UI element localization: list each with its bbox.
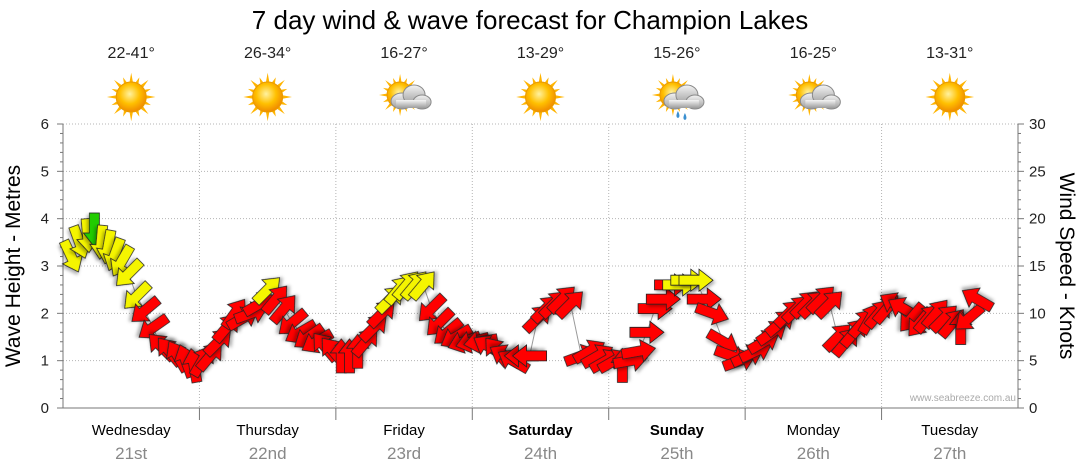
wind-series: [54, 212, 997, 384]
wind-arrow[interactable]: [133, 309, 173, 347]
wind-arrow[interactable]: [248, 270, 288, 310]
wind-arrow[interactable]: [678, 268, 714, 293]
wind-arrow[interactable]: [551, 284, 591, 324]
chart-title: 7 day wind & wave forecast for Champion …: [252, 5, 808, 35]
y-right-tick-label: 5: [1029, 353, 1037, 370]
sun-icon: [243, 72, 292, 122]
x-tick-day-name: Monday: [787, 422, 841, 439]
sun-icon: [925, 72, 975, 122]
y-right-tick-label: 0: [1029, 400, 1037, 417]
x-tick-date: 21st: [115, 444, 147, 463]
y-left-tick-label: 4: [41, 211, 49, 228]
day-summary-tuesday: 13-31°: [925, 45, 975, 122]
x-tick-day-name: Tuesday: [921, 422, 978, 439]
chart-axes: 0 1 2 3 4 5 6 0 5 10 15 20 25 30: [41, 116, 1046, 420]
temperature-range: 16-25°: [790, 45, 837, 62]
temperature-range: 13-31°: [926, 45, 973, 62]
y-left-tick-label: 0: [41, 400, 49, 417]
y-right-tick-label: 25: [1029, 163, 1046, 180]
sun-cloud-rain-icon: [651, 73, 705, 120]
temperature-range: 26-34°: [244, 45, 291, 62]
y-right-tick-label: 30: [1029, 116, 1046, 133]
day-summary-wednesday: 22-41°: [106, 45, 156, 122]
temperature-range: 22-41°: [108, 45, 155, 62]
x-tick-day-name: Friday: [383, 422, 425, 439]
y-left-tick-label: 2: [41, 305, 49, 322]
sun-icon: [516, 72, 565, 122]
temperature-range: 15-26°: [653, 45, 700, 62]
daily-summary-row: 22-41° 26-34° 16-27° 13-29° 15-26° 16-25° 13-3…: [106, 45, 975, 122]
x-tick-date: 22nd: [249, 444, 287, 463]
wind-arrow[interactable]: [810, 284, 850, 324]
wind-arrow[interactable]: [109, 254, 149, 294]
y-right-tick-label: 20: [1029, 211, 1046, 228]
wind-arrow[interactable]: [629, 320, 665, 345]
x-tick-day-name: Thursday: [236, 422, 299, 439]
day-summary-sunday: 15-26°: [651, 45, 705, 120]
wind-arrow[interactable]: [511, 344, 547, 368]
wind-arrow[interactable]: [265, 289, 304, 329]
temperature-range: 16-27°: [380, 45, 427, 62]
wind-arrow[interactable]: [957, 281, 997, 317]
y-right-tick-label: 10: [1029, 305, 1046, 322]
y-axis-left-title: Wave Height - Metres: [2, 165, 25, 367]
wind-arrow[interactable]: [412, 289, 452, 329]
wind-arrow[interactable]: [645, 287, 681, 311]
x-tick-day-name: Wednesday: [92, 422, 171, 439]
wind-arrow[interactable]: [54, 236, 88, 276]
x-tick-date: 27th: [933, 444, 966, 463]
day-summary-saturday: 13-29°: [516, 45, 565, 122]
wind-arrow[interactable]: [620, 337, 657, 365]
x-tick-day-name: Sunday: [650, 422, 705, 439]
credit-text[interactable]: www.seabreeze.com.au: [909, 393, 1016, 404]
sun-cloud-icon: [788, 73, 841, 117]
x-tick-date: 24th: [524, 444, 557, 463]
x-tick-date: 23rd: [387, 444, 421, 463]
wind-arrow[interactable]: [104, 241, 140, 281]
day-summary-friday: 16-27°: [379, 45, 432, 117]
y-axis-right-title: Wind Speed - Knots: [1055, 173, 1078, 360]
y-left-tick-label: 6: [41, 116, 49, 133]
wind-arrow[interactable]: [256, 279, 295, 319]
sun-icon: [106, 72, 156, 122]
day-summary-thursday: 26-34°: [243, 45, 292, 122]
wind-arrow[interactable]: [693, 297, 732, 329]
y-left-tick-label: 5: [41, 163, 49, 180]
x-axis-day-labels: Wednesday 21st Thursday 22nd Friday 23rd Satur…: [92, 422, 979, 463]
y-left-tick-label: 3: [41, 258, 49, 275]
wind-arrow[interactable]: [949, 299, 989, 338]
sun-cloud-icon: [379, 73, 432, 117]
y-right-tick-label: 15: [1029, 258, 1046, 275]
day-summary-monday: 16-25°: [788, 45, 841, 117]
y-left-tick-label: 1: [41, 353, 49, 370]
temperature-range: 13-29°: [517, 45, 564, 62]
x-tick-date: 26th: [797, 444, 830, 463]
x-tick-date: 25th: [660, 444, 693, 463]
wind-arrow[interactable]: [125, 291, 165, 330]
x-tick-day-name: Saturday: [508, 422, 573, 439]
wind-arrow[interactable]: [686, 287, 722, 311]
wind-arrow[interactable]: [117, 277, 157, 317]
wind-arrow[interactable]: [404, 265, 443, 305]
